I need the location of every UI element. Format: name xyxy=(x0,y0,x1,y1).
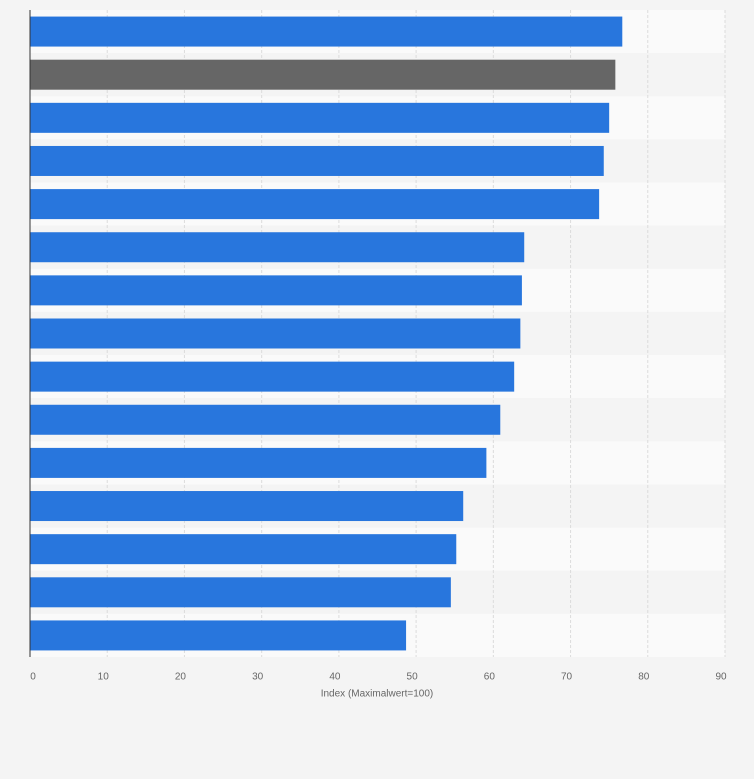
bar xyxy=(30,275,522,306)
bar xyxy=(30,59,616,90)
bar xyxy=(30,16,623,47)
bar xyxy=(30,620,407,651)
bar xyxy=(30,232,525,263)
x-tick-label: 60 xyxy=(484,672,496,683)
bar xyxy=(30,145,604,176)
x-tick-label: 80 xyxy=(638,672,650,683)
x-tick-label: 20 xyxy=(175,672,187,683)
bar xyxy=(30,102,610,133)
x-tick-label: 0 xyxy=(30,672,36,683)
bar xyxy=(30,534,457,565)
x-tick-label: 70 xyxy=(561,672,573,683)
bar xyxy=(30,577,451,608)
x-tick-label: 30 xyxy=(252,672,264,683)
x-tick-label: 90 xyxy=(715,672,727,683)
bar xyxy=(30,318,521,349)
bar xyxy=(30,404,501,435)
bar xyxy=(30,447,487,478)
x-axis-label: Index (Maximalwert=100) xyxy=(321,689,434,700)
bar xyxy=(30,491,464,522)
bar xyxy=(30,361,515,392)
x-tick-label: 50 xyxy=(407,672,419,683)
x-tick-label: 40 xyxy=(329,672,341,683)
bar xyxy=(30,189,600,220)
x-tick-label: 10 xyxy=(98,672,110,683)
